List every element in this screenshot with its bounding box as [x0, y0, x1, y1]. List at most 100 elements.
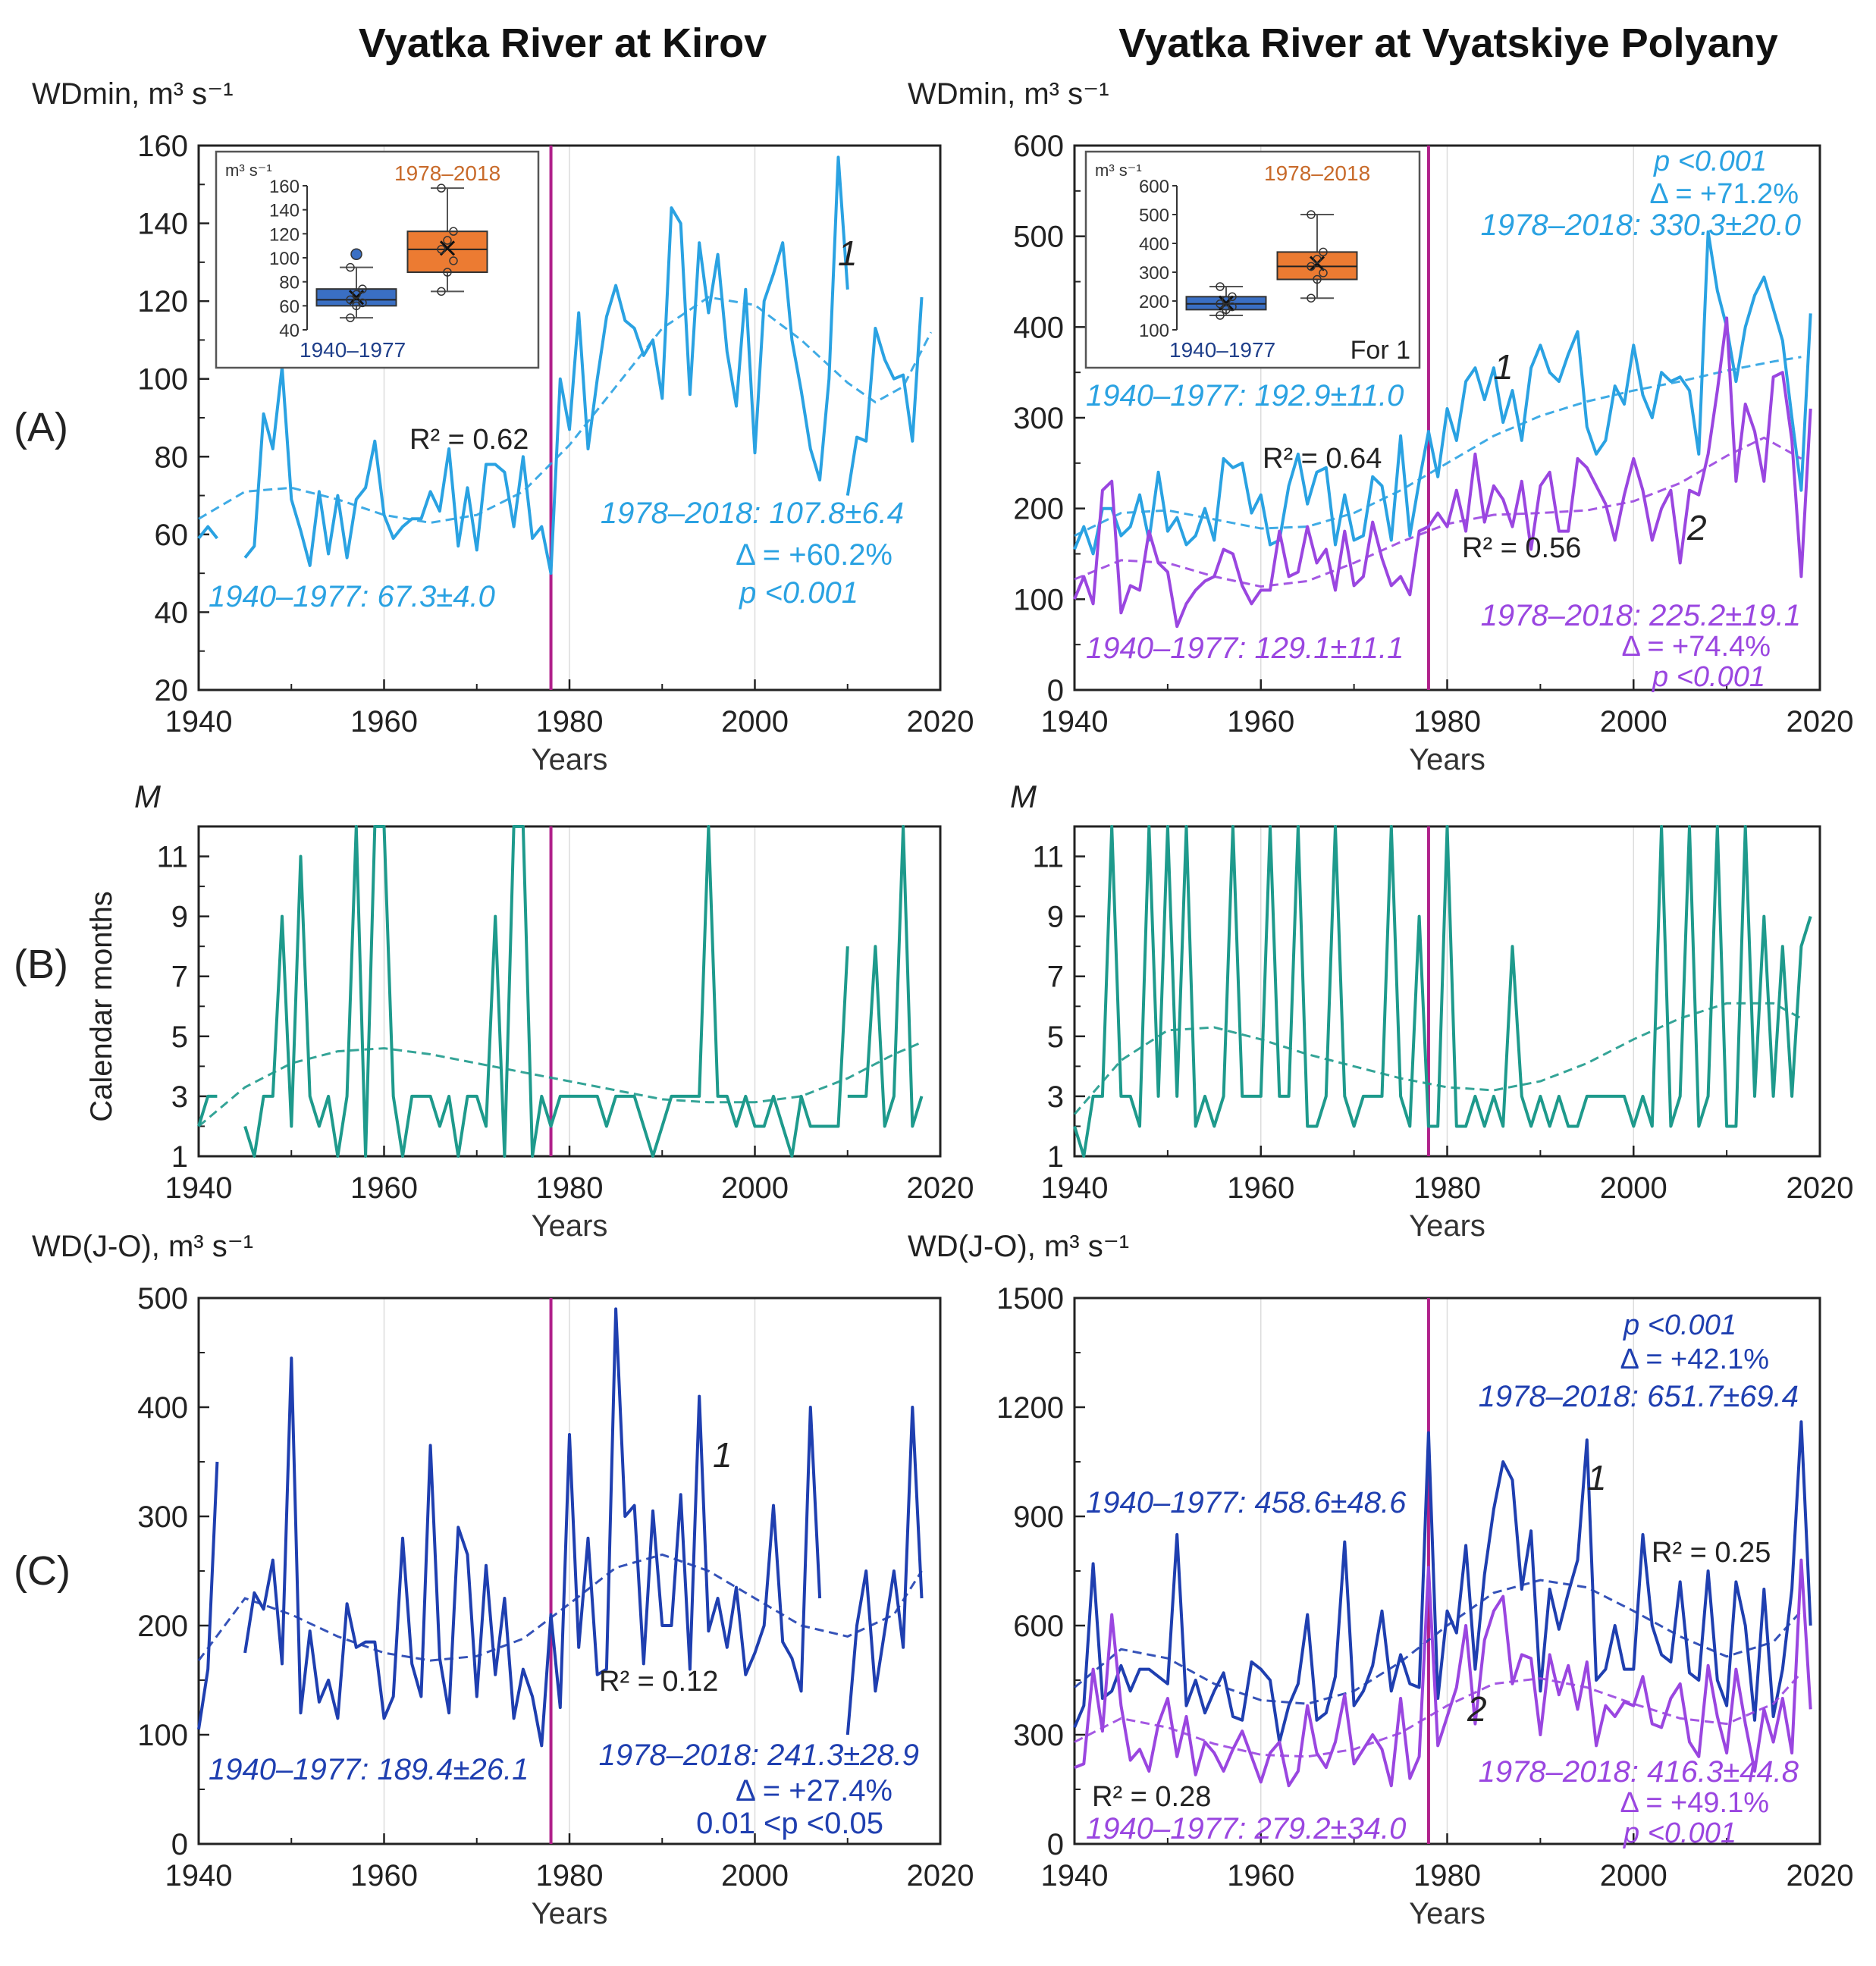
inset-box-late-point	[437, 287, 446, 296]
inset-box-early-point	[358, 284, 367, 293]
x-tick-label: 2020	[1787, 705, 1854, 738]
x-tick-label: 2000	[1600, 1859, 1667, 1892]
series-line	[847, 825, 924, 1128]
y-tick-label: 7	[1047, 961, 1064, 994]
x-tick-label: 1960	[350, 705, 418, 738]
annotations-a-left: R² = 0.62 1 1940–1977: 67.3±4.0 1978–201…	[209, 234, 904, 613]
trend-line	[198, 1041, 923, 1127]
stat2-late: 1978–2018: 416.3±44.8	[1479, 1755, 1799, 1789]
inset-tick-label: 500	[1139, 205, 1169, 226]
inset-box-early-point	[346, 313, 355, 322]
inset-label-late: 1978–2018	[394, 161, 500, 185]
x-tick-label: 2020	[1787, 1859, 1854, 1892]
y-tick-label: 120	[137, 285, 188, 318]
y-tick-label: 5	[171, 1021, 188, 1054]
x-tick-label: 1940	[1041, 705, 1109, 738]
x-tick-label: 1980	[536, 1171, 604, 1205]
y-tick-label: 100	[1013, 583, 1064, 616]
x-tick-label: 1940	[1041, 1171, 1109, 1205]
y-tick-label: 80	[155, 441, 189, 474]
y-tick-label: 9	[171, 901, 188, 934]
series-label-1: 1	[713, 1435, 733, 1475]
y-tick-label: 20	[155, 674, 189, 707]
stat-late: 1978–2018: 241.3±28.9	[599, 1739, 919, 1772]
annotations-a-right: p <0.001 Δ = +71.2% 1978–2018: 330.3±20.…	[1086, 146, 1801, 693]
y-tick-label: 600	[1013, 1610, 1064, 1643]
y-tick-label: 140	[137, 208, 188, 241]
x-axis-label: Years	[1409, 1209, 1485, 1243]
y-tick-label: 200	[1013, 493, 1064, 526]
stat2-p: p <0.001	[1652, 661, 1765, 693]
x-axis-label: Years	[1409, 743, 1485, 776]
stat1-p: p <0.001	[1623, 1309, 1736, 1341]
stat-p: p <0.001	[739, 576, 858, 610]
series-line	[197, 1094, 218, 1127]
stat2-p: p <0.001	[1623, 1817, 1736, 1849]
inset-box-late-point	[443, 236, 452, 245]
title-right: Vyatka River at Vyatskiye Polyany	[1118, 20, 1778, 66]
y-tick-label: 400	[1013, 311, 1064, 344]
inset-box-late-point	[1307, 210, 1316, 219]
inset-box-late-point	[443, 268, 452, 277]
inset-box-late-point	[437, 245, 446, 254]
inset-box-late-point	[449, 256, 458, 265]
inset-box-late-point	[1313, 255, 1322, 264]
y-tick-label: 200	[137, 1610, 188, 1643]
row-label-b: (B)	[14, 942, 68, 987]
y-axis-label: WD(J-O), m³ s⁻¹	[32, 1230, 253, 1263]
inset-tick-label: 80	[279, 273, 300, 293]
y-tick-label: 900	[1013, 1500, 1064, 1534]
y-tick-label: 500	[1013, 221, 1064, 254]
y-tick-label: 1	[1047, 1140, 1064, 1174]
r2-label-1: R² = 0.64	[1263, 443, 1382, 475]
x-tick-label: 2000	[721, 705, 789, 738]
inset-box-early-point	[1216, 311, 1225, 320]
inset-tick-label: 300	[1139, 263, 1169, 284]
x-tick-label: 2000	[1600, 1171, 1667, 1205]
stat2-delta: Δ = +74.4%	[1621, 631, 1771, 663]
y-tick-label: 400	[137, 1391, 188, 1425]
inset-label-late: 1978–2018	[1264, 161, 1370, 185]
series-line	[197, 1461, 219, 1730]
x-tick-label: 1980	[1413, 1859, 1481, 1892]
y-axis-label: WDmin, m³ s⁻¹	[908, 77, 1109, 111]
y-tick-label: 1500	[996, 1282, 1064, 1315]
inset-for-label: For 1	[1351, 336, 1410, 365]
stat1-delta: Δ = +42.1%	[1620, 1344, 1769, 1375]
series-label-1: 1	[838, 234, 858, 273]
y-tick-label: 7	[171, 961, 188, 994]
y-tick-label: 60	[155, 519, 189, 552]
x-tick-label: 1960	[350, 1859, 418, 1892]
y-tick-label: 0	[1047, 1828, 1064, 1861]
x-axis-label: Years	[532, 1209, 608, 1243]
x-tick-label: 1960	[1227, 705, 1294, 738]
inset-tick-label: 120	[269, 224, 300, 245]
series-line	[845, 1406, 924, 1736]
axis-letter: M	[134, 779, 161, 814]
inset-frame	[1084, 150, 1421, 369]
series-line	[845, 296, 924, 496]
trend-line	[1074, 356, 1802, 537]
x-tick-label: 1960	[350, 1171, 418, 1205]
inset-box-late-point	[1313, 274, 1322, 284]
series-line	[1073, 316, 1812, 629]
y-tick-label: 0	[171, 1828, 188, 1861]
x-tick-label: 1980	[1413, 705, 1481, 738]
inset-box-early-outlier	[350, 248, 362, 260]
y-tick-label: 100	[137, 363, 188, 397]
series-label-2: 2	[1467, 1689, 1487, 1729]
x-tick-label: 2020	[907, 1859, 974, 1892]
inset-box-early-point	[1216, 282, 1225, 291]
y-tick-label: 5	[1047, 1021, 1064, 1054]
x-axis-label: Years	[532, 1897, 608, 1930]
inset-tick-label: 100	[269, 249, 300, 269]
series-label-1: 1	[1587, 1458, 1607, 1497]
inset-label-early: 1940–1977	[1169, 338, 1275, 362]
y-tick-label: 11	[156, 841, 188, 874]
x-tick-label: 1980	[536, 705, 604, 738]
stat-early: 1940–1977: 189.4±26.1	[209, 1753, 529, 1786]
panel-c-kirov: 0 100 200 300 400 500 1940 1960 1980 2000 2020 Year…	[32, 1230, 974, 1930]
